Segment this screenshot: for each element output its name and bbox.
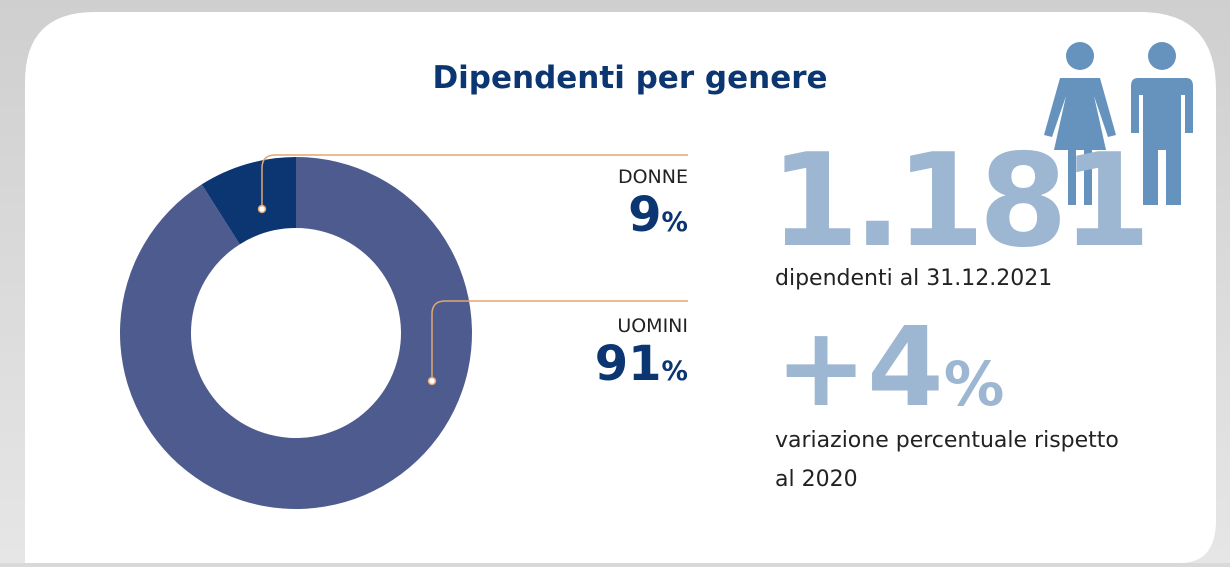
donut-segment (201, 157, 296, 245)
chart-title: Dipendenti per genere (432, 60, 827, 96)
card (25, 12, 1216, 563)
change-caption: variazione percentuale rispetto (775, 428, 1119, 453)
value-label: 9% (628, 187, 688, 243)
change-caption: al 2020 (775, 467, 858, 492)
donut-segment (120, 157, 472, 509)
category-label: UOMINI (617, 315, 688, 337)
total-caption: dipendenti al 31.12.2021 (775, 266, 1052, 291)
change-figure: +4% (775, 303, 1004, 431)
value-label: 91% (595, 336, 688, 392)
total-figure: 1.181 (770, 127, 1145, 276)
leader-line (261, 154, 688, 209)
leader-line (431, 300, 688, 381)
people-icon (1044, 42, 1193, 205)
leader-dot (257, 204, 267, 214)
leader-dot (427, 376, 437, 386)
donut (120, 157, 472, 509)
category-label: DONNE (618, 166, 688, 188)
